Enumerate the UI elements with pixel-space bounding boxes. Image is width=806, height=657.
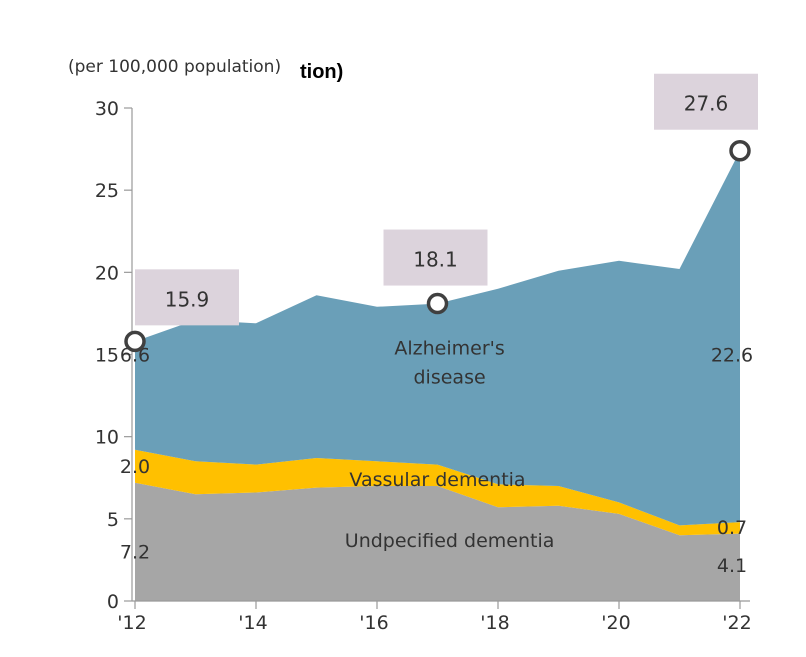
labels-layer: Alzheimer's disease Vassular dementia Undpe… bbox=[120, 73, 758, 577]
value-label: 4.1 bbox=[717, 555, 747, 577]
total-marker bbox=[124, 330, 146, 353]
y-tick-label: 30 bbox=[95, 98, 119, 120]
value-label: 0.7 bbox=[717, 517, 747, 539]
total-callout-box bbox=[654, 73, 758, 130]
chart-title-fragment: tion) bbox=[300, 61, 343, 83]
area-series-2 bbox=[135, 449, 740, 536]
series-label-alzheimers: Alzheimer's bbox=[394, 338, 504, 360]
value-label: 6.6 bbox=[120, 345, 150, 367]
x-tick-label: '14 bbox=[238, 612, 267, 634]
x-tick-label: '12 bbox=[117, 612, 146, 634]
y-tick-label: 0 bbox=[107, 591, 119, 613]
series-label-unspecified: Undpecified dementia bbox=[345, 530, 555, 552]
value-label: 22.6 bbox=[711, 345, 753, 367]
x-tick-label: '22 bbox=[722, 612, 751, 634]
areas-layer bbox=[135, 150, 740, 601]
y-tick-label: 20 bbox=[95, 262, 119, 284]
x-tick-label: '16 bbox=[359, 612, 388, 634]
y-tick-label: 15 bbox=[95, 345, 119, 367]
total-marker bbox=[426, 292, 449, 315]
total-callout-box bbox=[135, 269, 239, 326]
x-tick-label: '20 bbox=[601, 612, 630, 634]
y-tick-label: 5 bbox=[107, 509, 119, 531]
area-series-3 bbox=[135, 150, 740, 526]
x-tick-label: '18 bbox=[480, 612, 509, 634]
y-tick-label: 10 bbox=[95, 427, 119, 449]
markers-layer bbox=[124, 139, 751, 353]
area-series-1 bbox=[135, 482, 740, 601]
unit-label: (per 100,000 population) bbox=[68, 57, 281, 77]
y-tick-label: 25 bbox=[95, 180, 119, 202]
total-callout-value: 27.6 bbox=[684, 92, 729, 116]
series-label-vascular: Vassular dementia bbox=[349, 469, 525, 491]
total-callout-value: 15.9 bbox=[165, 287, 210, 311]
series-label-alzheimers: disease bbox=[414, 367, 486, 389]
value-label: 7.2 bbox=[120, 542, 150, 564]
axes-layer: 0 5 10 15 20 25 30 '12 '14 '16 '18 '20 '22 bbox=[95, 98, 752, 634]
value-label: 2.0 bbox=[120, 456, 150, 478]
total-marker bbox=[729, 139, 751, 162]
total-callout-value: 18.1 bbox=[413, 248, 458, 272]
total-callout-box bbox=[383, 229, 488, 286]
